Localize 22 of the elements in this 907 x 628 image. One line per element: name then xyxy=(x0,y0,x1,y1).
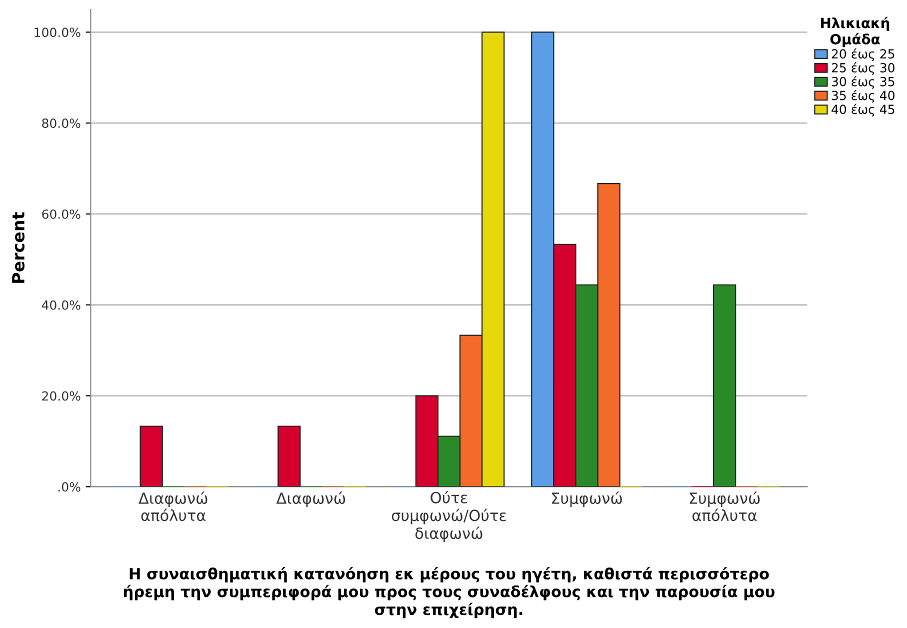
y-tick-label: .0% xyxy=(58,482,80,492)
y-tick-label: 100.0% xyxy=(34,28,80,38)
x-tick-label: Διαφωνώ απόλυτα xyxy=(138,492,208,522)
bar xyxy=(278,426,301,487)
legend-label: 25 έως 30 xyxy=(832,62,894,75)
y-tick-label: 40.0% xyxy=(42,300,80,310)
x-tick-label: Συμφωνώ xyxy=(552,492,622,507)
legend-title: Ηλικιακή Ομάδα xyxy=(821,16,890,48)
x-tick-label: Διαφωνώ xyxy=(276,492,346,507)
x-axis-title: Η συναισθηματική κατανόηση εκ μέρους του ηγέτη, καθιστά περισσότερο ήρεμη την συμπεριφορά μου προς τους συναδέλφους και την παρουσία μου στην επιχείρηση. xyxy=(124,567,774,618)
legend-label: 30 έως 35 xyxy=(832,76,894,89)
y-tick-label: 20.0% xyxy=(42,391,80,401)
legend-label: 20 έως 25 xyxy=(832,48,894,62)
bar xyxy=(712,284,736,487)
y-tick-label: 80.0% xyxy=(42,118,80,128)
legend-label: 35 έως 40 xyxy=(832,90,894,103)
y-axis-title: Percent xyxy=(12,212,25,283)
legend-label: 40 έως 45 xyxy=(832,104,894,117)
x-tick-label: Ούτε συμφωνώ/Ούτε διαφωνώ xyxy=(392,490,506,542)
bar xyxy=(140,426,163,487)
y-tick-label: 60.0% xyxy=(42,209,80,219)
x-tick-label: Συμφωνώ απόλυτα xyxy=(690,492,760,522)
